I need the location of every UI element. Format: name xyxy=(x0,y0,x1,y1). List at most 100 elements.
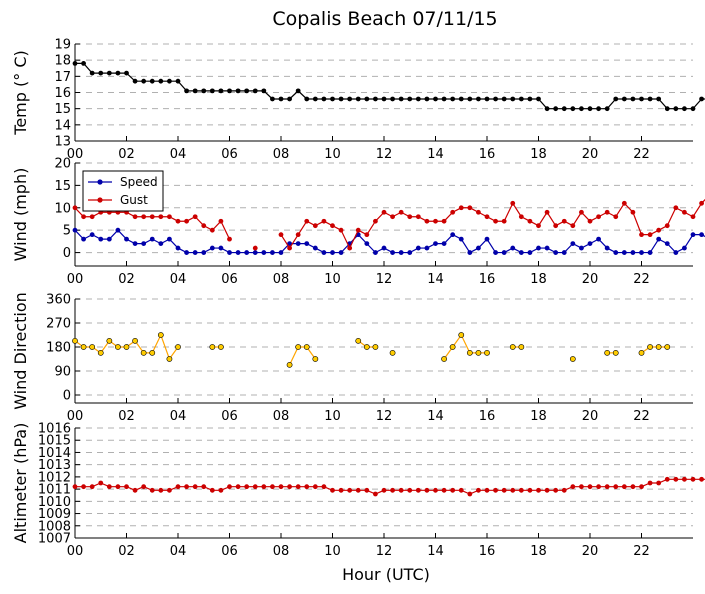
temp-x-tick-label: 18 xyxy=(530,147,547,162)
temp-data-point xyxy=(381,96,387,102)
wind-data-point xyxy=(115,227,121,233)
altimeter-data-point xyxy=(579,484,584,490)
wind-data-point xyxy=(124,236,129,242)
altimeter-data-point xyxy=(149,487,155,493)
altimeter-data-point xyxy=(699,476,704,482)
altimeter-data-point xyxy=(227,484,232,490)
wind-data-point xyxy=(132,214,138,220)
altimeter-data-point xyxy=(484,487,490,493)
temp-data-point xyxy=(596,106,601,112)
temp-y-axis-label: Temp (° C) xyxy=(11,50,30,135)
wind-data-point xyxy=(587,218,593,224)
temp-x-tick-label: 02 xyxy=(118,147,135,162)
wind-data-point xyxy=(338,250,344,255)
altimeter-data-point xyxy=(621,484,627,490)
wind-data-point xyxy=(604,209,610,215)
direction-x-tick-label: 18 xyxy=(530,409,547,424)
temp-data-point xyxy=(158,78,164,84)
altimeter-x-tick-label: 22 xyxy=(633,544,650,559)
temp-data-point xyxy=(98,70,104,76)
direction-x-tick-label: 06 xyxy=(221,409,238,424)
wind-data-point xyxy=(338,227,344,233)
temp-data-point xyxy=(149,78,155,84)
wind-data-point xyxy=(98,236,104,242)
wind-data-point xyxy=(252,245,258,251)
temp-data-point xyxy=(639,96,644,102)
altimeter-x-tick-label: 06 xyxy=(221,544,238,559)
altimeter-data-point xyxy=(132,487,138,493)
wind-data-point xyxy=(510,245,516,251)
altimeter-data-point xyxy=(536,487,541,493)
altimeter-data-point xyxy=(407,487,413,493)
altimeter-x-tick-label: 12 xyxy=(376,544,393,559)
direction-x-tick-label: 04 xyxy=(170,409,187,424)
altimeter-data-point xyxy=(355,487,361,493)
direction-data-point xyxy=(604,349,611,356)
altimeter-data-point xyxy=(321,484,327,490)
direction-series-line xyxy=(641,346,668,354)
temp-data-point xyxy=(89,70,95,76)
wind-data-point xyxy=(510,200,516,206)
temp-data-point xyxy=(201,88,207,94)
temp-data-point xyxy=(613,96,619,102)
temp-y-tick-label: 19 xyxy=(54,38,71,53)
wind-data-point xyxy=(544,209,550,215)
altimeter-data-point xyxy=(347,487,353,493)
legend: Speed Gust xyxy=(82,170,164,212)
wind-data-point xyxy=(458,205,464,211)
wind-data-point xyxy=(304,218,310,224)
direction-data-point xyxy=(475,349,482,356)
legend-speed-label: Speed xyxy=(120,175,158,189)
wind-data-point xyxy=(295,241,301,247)
wind-data-point xyxy=(184,250,189,255)
temp-data-point xyxy=(141,78,147,84)
wind-data-point xyxy=(201,223,207,229)
chart-title: Copalis Beach 07/11/15 xyxy=(272,8,497,30)
wind-data-point xyxy=(330,223,335,229)
direction-y-tick-label: 270 xyxy=(46,317,71,332)
altimeter-panel: 1007100810091010101110121013101410151016… xyxy=(11,422,705,559)
wind-data-point xyxy=(621,200,627,206)
direction-data-point xyxy=(372,344,379,350)
wind-data-point xyxy=(278,250,284,255)
wind-data-point xyxy=(656,236,662,242)
direction-data-point xyxy=(295,344,302,350)
altimeter-x-tick-label: 18 xyxy=(530,544,547,559)
wind-data-point xyxy=(192,214,198,220)
wind-data-point xyxy=(415,214,421,220)
direction-data-point xyxy=(363,344,370,350)
temp-data-point xyxy=(72,61,78,66)
altimeter-data-point xyxy=(501,487,507,493)
altimeter-data-point xyxy=(364,487,370,493)
direction-x-tick-label: 10 xyxy=(324,409,341,424)
direction-x-tick-label: 16 xyxy=(479,409,496,424)
temp-data-point xyxy=(398,96,404,102)
wind-data-point xyxy=(261,250,267,255)
direction-data-point xyxy=(175,344,181,350)
altimeter-x-tick-label: 16 xyxy=(479,544,496,559)
wind-x-tick-label: 02 xyxy=(118,272,135,287)
temp-data-point xyxy=(321,96,327,102)
temp-x-tick-label: 12 xyxy=(376,147,393,162)
direction-data-point xyxy=(355,337,362,344)
wind-data-point xyxy=(621,250,627,255)
temp-data-point xyxy=(433,96,438,102)
altimeter-x-tick-label: 08 xyxy=(273,544,290,559)
wind-x-tick-label: 20 xyxy=(582,272,599,287)
altimeter-data-point xyxy=(510,487,516,493)
temp-data-point xyxy=(295,88,301,94)
direction-data-point xyxy=(449,344,456,350)
altimeter-data-point xyxy=(527,487,533,493)
direction-x-tick-label: 02 xyxy=(118,409,135,424)
altimeter-data-point xyxy=(458,487,464,493)
wind-data-point xyxy=(321,218,327,224)
wind-data-point xyxy=(596,214,601,220)
wind-data-point xyxy=(467,205,473,211)
wind-data-point xyxy=(690,214,696,220)
wind-data-point xyxy=(467,250,473,255)
legend-speed-marker xyxy=(97,179,103,185)
wind-data-point xyxy=(373,250,378,255)
wind-data-point xyxy=(501,250,507,255)
temp-y-tick-label: 17 xyxy=(54,70,71,85)
altimeter-data-point xyxy=(244,484,250,490)
